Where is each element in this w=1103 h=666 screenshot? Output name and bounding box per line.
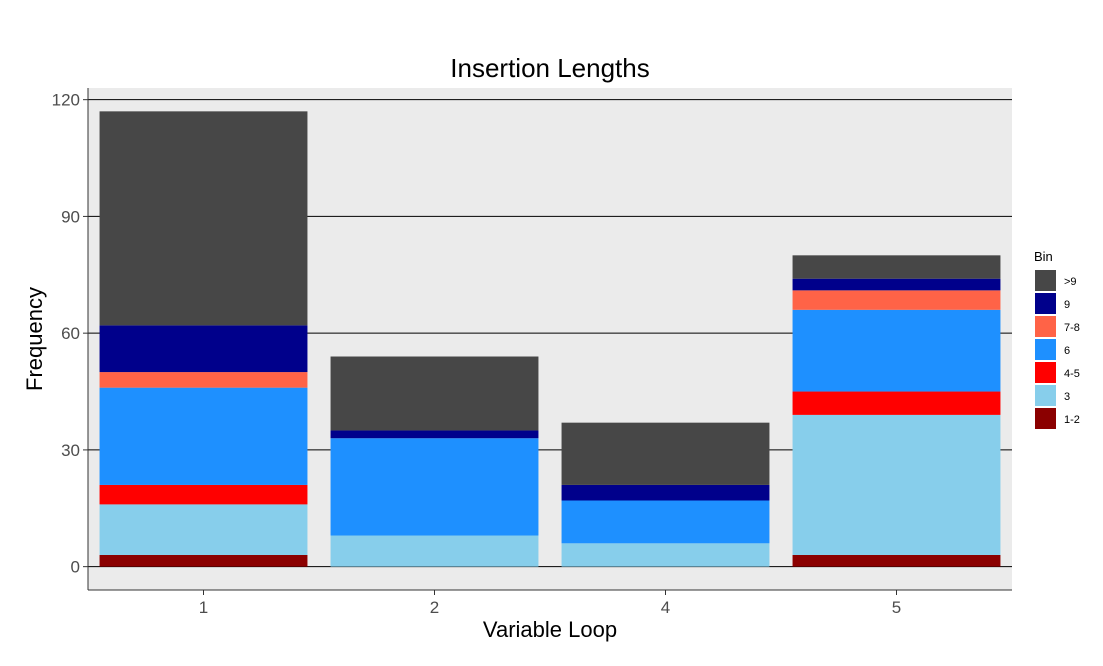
bar-segment [99, 484, 308, 505]
legend-swatch [1035, 385, 1056, 406]
bar-segment [561, 500, 770, 544]
legend-label: 4-5 [1064, 368, 1080, 380]
bar-segment [99, 325, 308, 373]
chart-title: Insertion Lengths [450, 53, 649, 83]
bar-segment [330, 430, 539, 439]
y-axis: 0 30 60 90 120 [52, 91, 88, 577]
bar-segment [792, 278, 1001, 291]
bar-segment [561, 484, 770, 501]
bar-segment [99, 372, 308, 388]
legend-swatch [1035, 339, 1056, 360]
bar-segment [99, 387, 308, 485]
x-tick-label: 2 [430, 598, 439, 617]
legend-title: Bin [1034, 249, 1053, 264]
legend-label: 3 [1064, 391, 1070, 403]
bar-segment [99, 554, 308, 567]
bar-segment [99, 111, 308, 326]
bar-segment [561, 422, 770, 485]
x-axis: 1 2 4 5 [199, 590, 901, 617]
y-tick-label: 120 [52, 91, 80, 110]
bar-segment [561, 543, 770, 567]
legend-swatch [1035, 293, 1056, 314]
y-tick-label: 30 [61, 441, 80, 460]
bar-segment [792, 255, 1001, 279]
legend: Bin >9 9 7-8 6 4-5 3 1-2 [1034, 249, 1080, 429]
x-axis-label: Variable Loop [483, 617, 617, 642]
bars [99, 111, 1001, 567]
x-tick-label: 4 [661, 598, 670, 617]
legend-swatch [1035, 270, 1056, 291]
legend-label: 1-2 [1064, 414, 1080, 426]
legend-swatch [1035, 316, 1056, 337]
y-tick-label: 60 [61, 324, 80, 343]
bar-segment [792, 554, 1001, 567]
legend-swatch [1035, 362, 1056, 383]
legend-label: 9 [1064, 299, 1070, 311]
bar-segment [330, 438, 539, 536]
bar-segment [330, 356, 539, 431]
bar-segment [792, 290, 1001, 310]
y-tick-label: 0 [71, 558, 80, 577]
legend-label: >9 [1064, 276, 1077, 288]
y-axis-label: Frequency [22, 287, 47, 391]
bar-segment [792, 391, 1001, 415]
bar-segment [792, 309, 1001, 392]
legend-label: 6 [1064, 345, 1070, 357]
x-tick-label: 1 [199, 598, 208, 617]
bar-segment [330, 535, 539, 567]
x-tick-label: 5 [892, 598, 901, 617]
legend-swatch [1035, 408, 1056, 429]
legend-label: 7-8 [1064, 322, 1080, 334]
y-tick-label: 90 [61, 207, 80, 226]
bar-segment [792, 414, 1001, 555]
bar-segment [99, 504, 308, 555]
